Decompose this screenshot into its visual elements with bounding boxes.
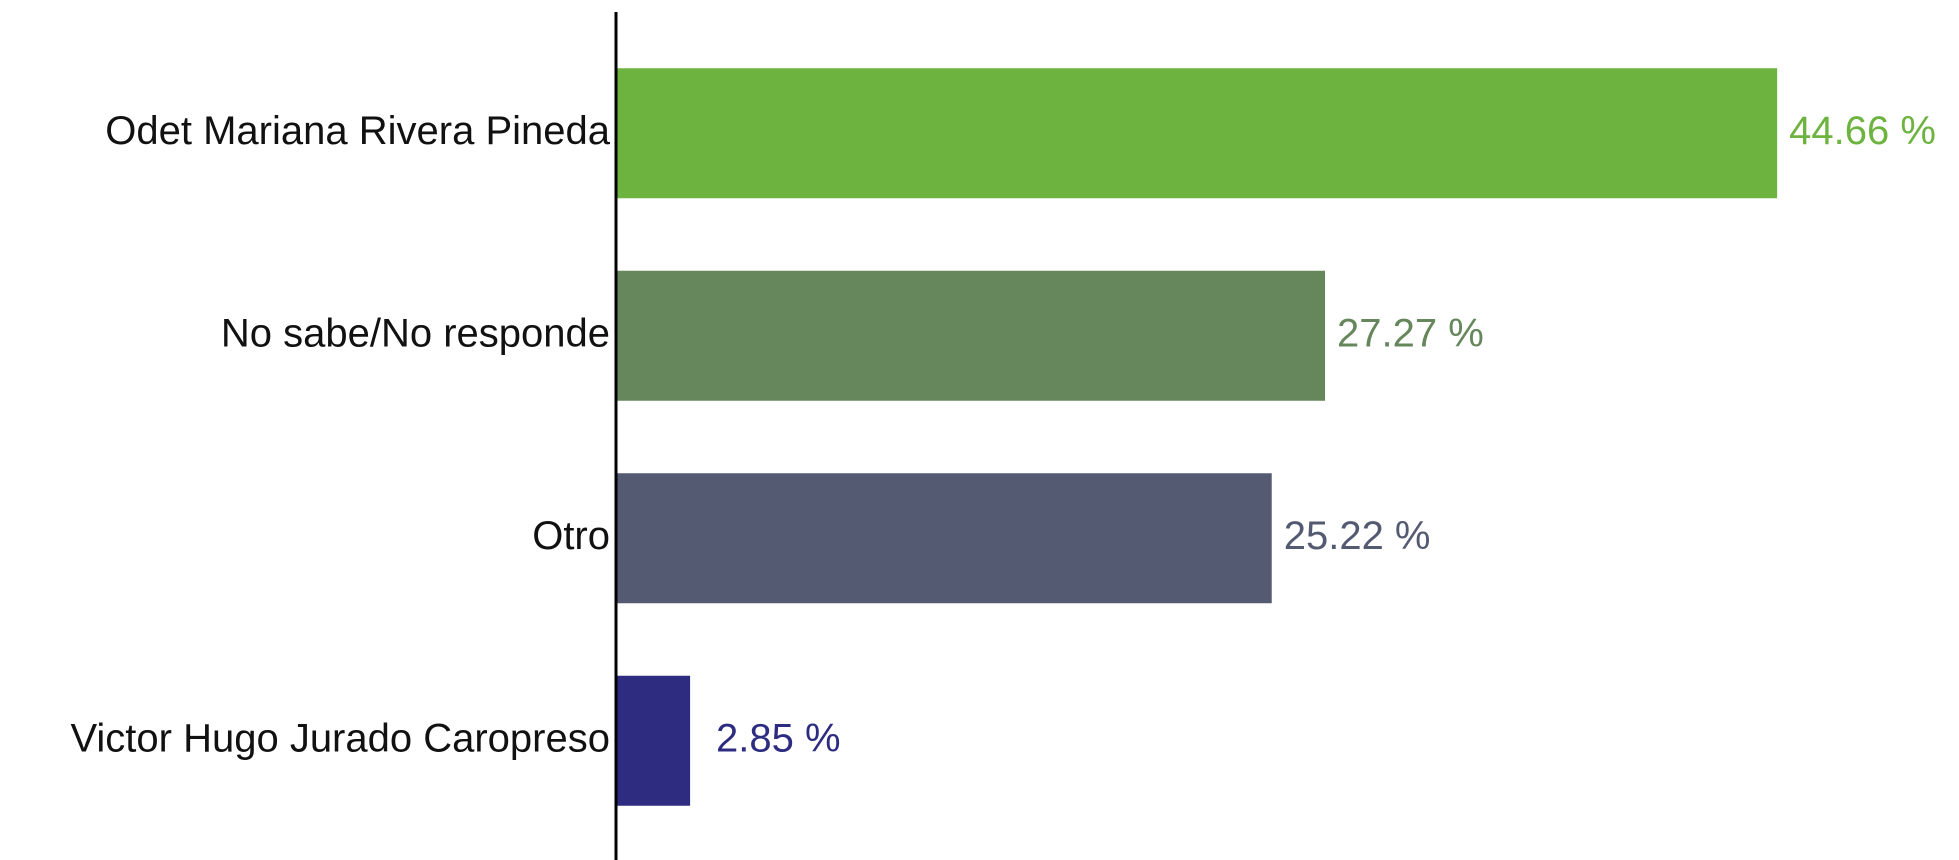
bar bbox=[616, 270, 1326, 401]
value-label: 25.22 % bbox=[1284, 514, 1431, 558]
category-label: No sabe/No responde bbox=[221, 311, 610, 355]
value-label: 2.85 % bbox=[716, 716, 841, 760]
category-label: Odet Mariana Rivera Pineda bbox=[105, 109, 610, 153]
category-label: Otro bbox=[532, 514, 610, 558]
value-label: 44.66 % bbox=[1789, 109, 1936, 153]
bar bbox=[616, 473, 1272, 604]
bar bbox=[616, 68, 1778, 199]
category-label: Victor Hugo Jurado Caropreso bbox=[70, 716, 610, 760]
bar bbox=[616, 675, 691, 806]
value-label: 27.27 % bbox=[1337, 311, 1484, 355]
